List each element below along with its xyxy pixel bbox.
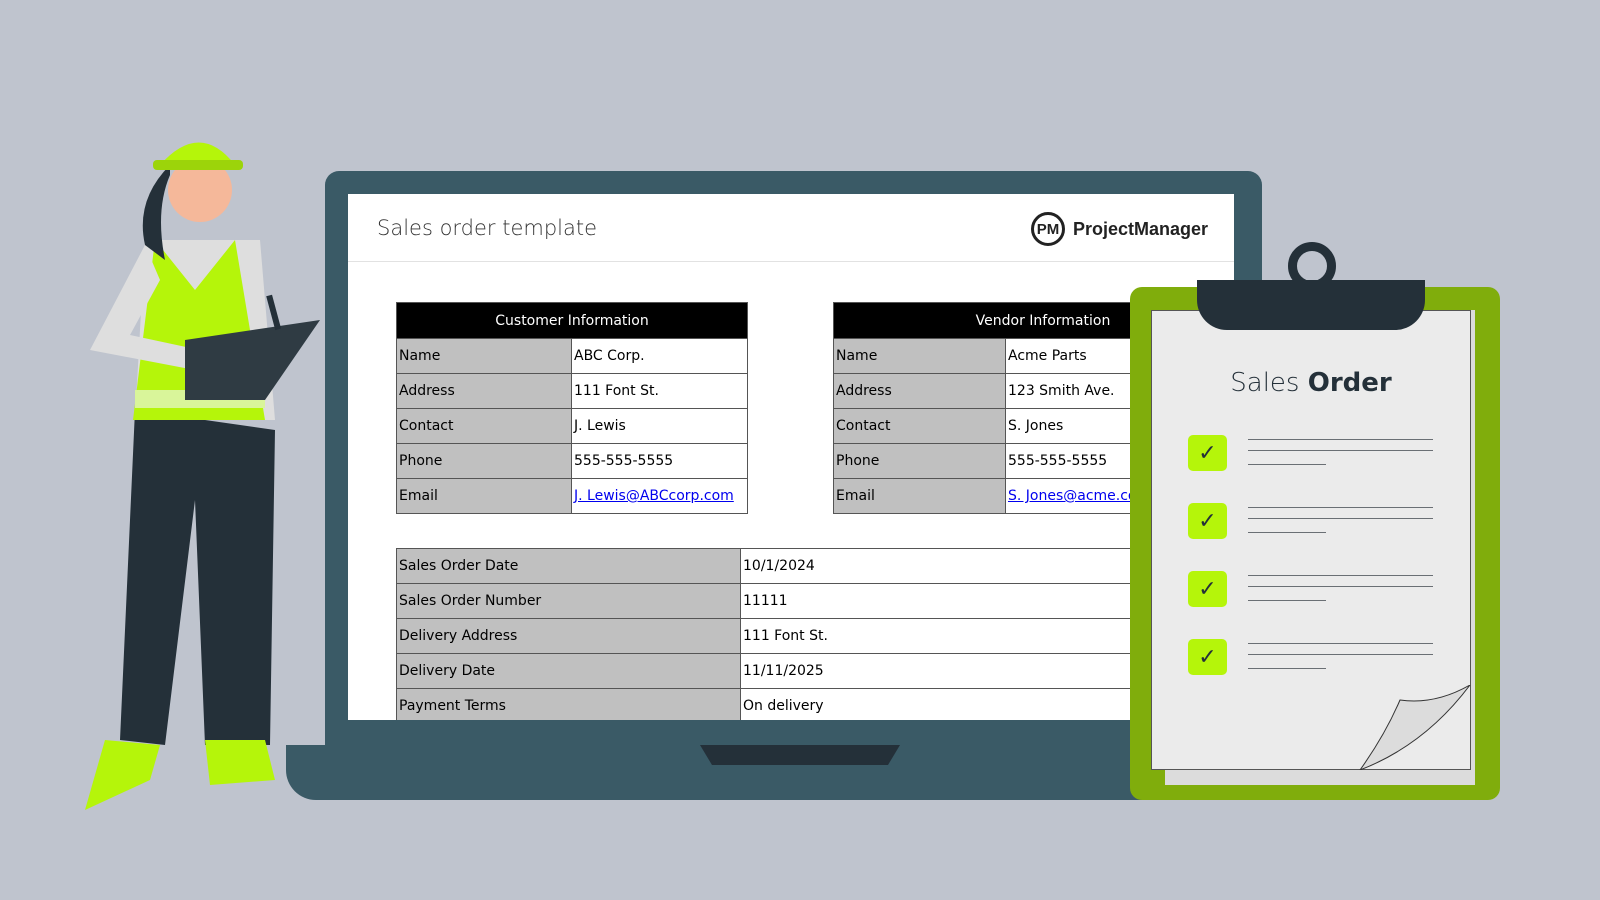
row-value: 111 Font St. — [571, 373, 748, 409]
table-row: Phone 555-555-5555 — [396, 443, 748, 479]
text-line — [1248, 654, 1433, 655]
customer-information-table: Customer Information Name ABC Corp. Addres… — [396, 302, 748, 514]
email-link[interactable]: J. Lewis@ABCcorp.com — [574, 488, 734, 504]
sales-order-title: Sales Order — [1151, 368, 1471, 398]
text-line — [1248, 575, 1433, 576]
email-link[interactable]: S. Jones@acme.com — [1008, 488, 1151, 504]
text-line — [1248, 668, 1326, 669]
table-row: Address 111 Font St. — [396, 373, 748, 409]
text-line — [1248, 600, 1326, 601]
table-row: Sales Order Number 11111 — [396, 583, 1234, 619]
page-curl-icon — [1359, 685, 1471, 770]
checkbox-checked-icon: ✓ — [1188, 639, 1227, 675]
row-value: 555-555-5555 — [571, 443, 748, 479]
clipboard-paper — [1151, 310, 1471, 770]
table-row: Payment Terms On delivery — [396, 688, 1234, 720]
row-value: ABC Corp. — [571, 338, 748, 374]
title-light: Sales — [1230, 368, 1300, 398]
row-label: Phone — [396, 443, 572, 479]
table-row: Sales Order Date 10/1/2024 — [396, 548, 1234, 584]
customer-header: Customer Information — [396, 302, 748, 339]
title-bold: Order — [1307, 368, 1392, 398]
row-label: Contact — [833, 408, 1006, 444]
text-line — [1248, 518, 1433, 519]
text-line — [1248, 450, 1433, 451]
text-line — [1248, 464, 1326, 465]
row-label: Payment Terms — [396, 688, 741, 720]
text-line — [1248, 532, 1326, 533]
page-title: Sales order template — [377, 216, 598, 240]
row-label: Contact — [396, 408, 572, 444]
worker-illustration — [85, 142, 320, 810]
row-label: Email — [833, 478, 1006, 514]
table-row: Name ABC Corp. — [396, 338, 748, 374]
row-label: Sales Order Date — [396, 548, 741, 584]
text-line — [1248, 586, 1433, 587]
row-label: Name — [396, 338, 572, 374]
logo-text: ProjectManager — [1072, 218, 1208, 239]
row-label: Delivery Address — [396, 618, 741, 654]
checkbox-checked-icon: ✓ — [1188, 435, 1227, 471]
checkbox-checked-icon: ✓ — [1188, 571, 1227, 607]
pm-logo-icon: PM — [1030, 212, 1065, 246]
document-header: Sales order template PM ProjectManager — [348, 194, 1234, 262]
checkbox-checked-icon: ✓ — [1188, 503, 1227, 539]
row-value: J. Lewis — [571, 408, 748, 444]
table-row: Contact J. Lewis — [396, 408, 748, 444]
projectmanager-logo: PM ProjectManager — [1030, 212, 1208, 246]
order-details-table: Sales Order Date 10/1/2024 Sales Order Num… — [396, 548, 1234, 720]
text-line — [1248, 439, 1433, 440]
table-row: Delivery Address 111 Font St. — [396, 618, 1234, 654]
row-label: Delivery Date — [396, 653, 741, 689]
clipboard-clip — [1197, 280, 1425, 330]
row-label: Address — [396, 373, 572, 409]
row-label: Sales Order Number — [396, 583, 741, 619]
row-label: Name — [833, 338, 1006, 374]
laptop-notch — [700, 745, 900, 765]
row-value: J. Lewis@ABCcorp.com — [571, 478, 748, 514]
text-line — [1248, 643, 1433, 644]
table-row: Delivery Date 11/11/2025 — [396, 653, 1234, 689]
text-line — [1248, 507, 1433, 508]
row-label: Address — [833, 373, 1006, 409]
row-label: Phone — [833, 443, 1006, 479]
row-label: Email — [396, 478, 572, 514]
laptop-screen: Sales order template PM ProjectManager C… — [348, 194, 1234, 720]
table-row: Email J. Lewis@ABCcorp.com — [396, 478, 748, 514]
